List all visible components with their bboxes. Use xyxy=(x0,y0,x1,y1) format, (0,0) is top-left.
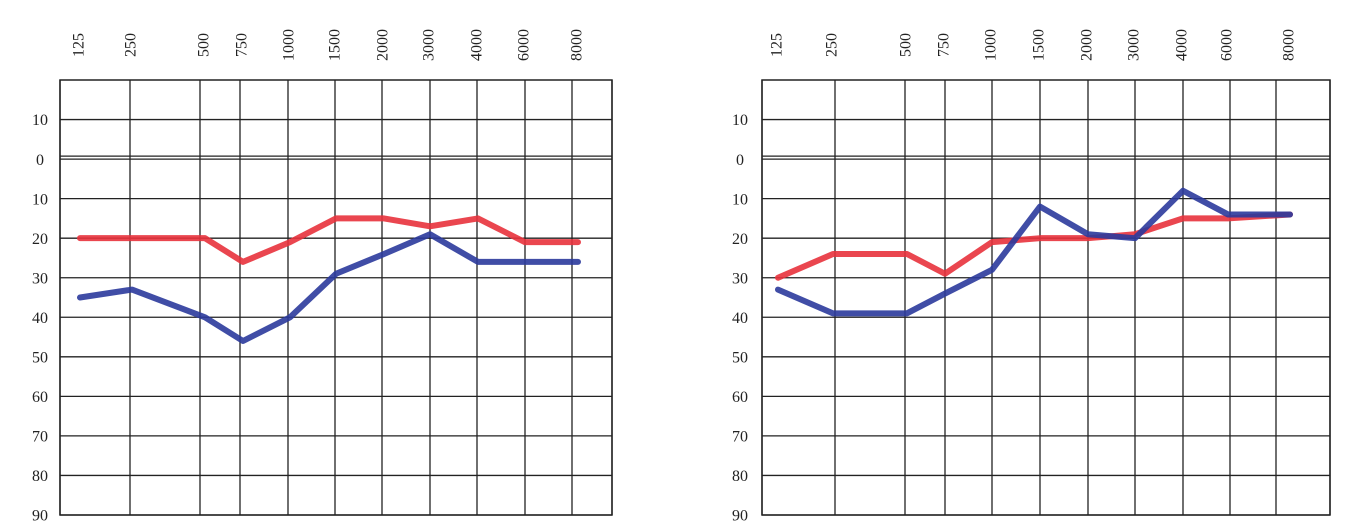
x-tick-label: 3000 xyxy=(421,29,438,61)
x-tick-label: 2000 xyxy=(375,29,392,61)
x-tick-label: 125 xyxy=(769,33,786,57)
plot-frame xyxy=(761,79,1331,516)
y-tick-label: 70 xyxy=(32,429,48,446)
y-tick-label: 60 xyxy=(732,389,748,406)
x-tick-label: 8000 xyxy=(1281,29,1298,61)
x-tick-label: 500 xyxy=(196,33,213,57)
x-tick-label: 250 xyxy=(123,33,140,57)
y-tick-label: 30 xyxy=(32,270,48,287)
y-tick-label: 10 xyxy=(732,112,748,129)
y-tick-label: 90 xyxy=(32,508,48,525)
y-tick-label: 10 xyxy=(732,191,748,208)
y-tick-label: 80 xyxy=(732,468,748,485)
plot-frame xyxy=(59,79,613,516)
x-tick-label: 1500 xyxy=(1031,29,1048,61)
y-tick-label: 0 xyxy=(736,152,744,169)
x-tick-label: 125 xyxy=(71,33,88,57)
x-tick-label: 750 xyxy=(234,33,251,57)
y-tick-label: 70 xyxy=(732,429,748,446)
y-tick-label: 10 xyxy=(32,191,48,208)
y-tick-label: 20 xyxy=(732,231,748,248)
y-tick-label: 0 xyxy=(36,152,44,169)
y-tick-label: 40 xyxy=(732,310,748,327)
x-tick-label: 3000 xyxy=(1126,29,1143,61)
x-tick-label: 1000 xyxy=(983,29,1000,61)
y-tick-label: 80 xyxy=(32,468,48,485)
x-tick-label: 6000 xyxy=(1219,29,1236,61)
y-tick-label: 90 xyxy=(732,508,748,525)
x-tick-label: 750 xyxy=(936,33,953,57)
y-tick-label: 30 xyxy=(732,270,748,287)
series-line xyxy=(77,231,581,344)
x-tick-label: 250 xyxy=(824,33,841,57)
series-line xyxy=(775,211,1293,281)
x-tick-label: 1000 xyxy=(281,29,298,61)
y-tick-label: 50 xyxy=(732,349,748,366)
x-tick-label: 4000 xyxy=(469,29,486,61)
x-tick-label: 4000 xyxy=(1174,29,1191,61)
y-tick-label: 60 xyxy=(32,389,48,406)
x-tick-label: 6000 xyxy=(516,29,533,61)
series-line xyxy=(775,187,1293,317)
y-tick-label: 10 xyxy=(32,112,48,129)
y-tick-label: 20 xyxy=(32,231,48,248)
audiogram-panel: 10 0 10 20 30 40 50 60 70 80 90 125 250 500 750 1000 150… xyxy=(32,29,613,525)
series-line xyxy=(77,215,581,265)
x-tick-label: 1500 xyxy=(327,29,344,61)
x-tick-label: 2000 xyxy=(1079,29,1096,61)
y-tick-label: 40 xyxy=(32,310,48,327)
audiogram-panel: 10 0 10 20 30 40 50 60 70 80 90 125 250 500 750 1000 150… xyxy=(732,29,1331,525)
x-tick-label: 8000 xyxy=(569,29,586,61)
y-tick-label: 50 xyxy=(32,349,48,366)
x-tick-label: 500 xyxy=(898,33,915,57)
